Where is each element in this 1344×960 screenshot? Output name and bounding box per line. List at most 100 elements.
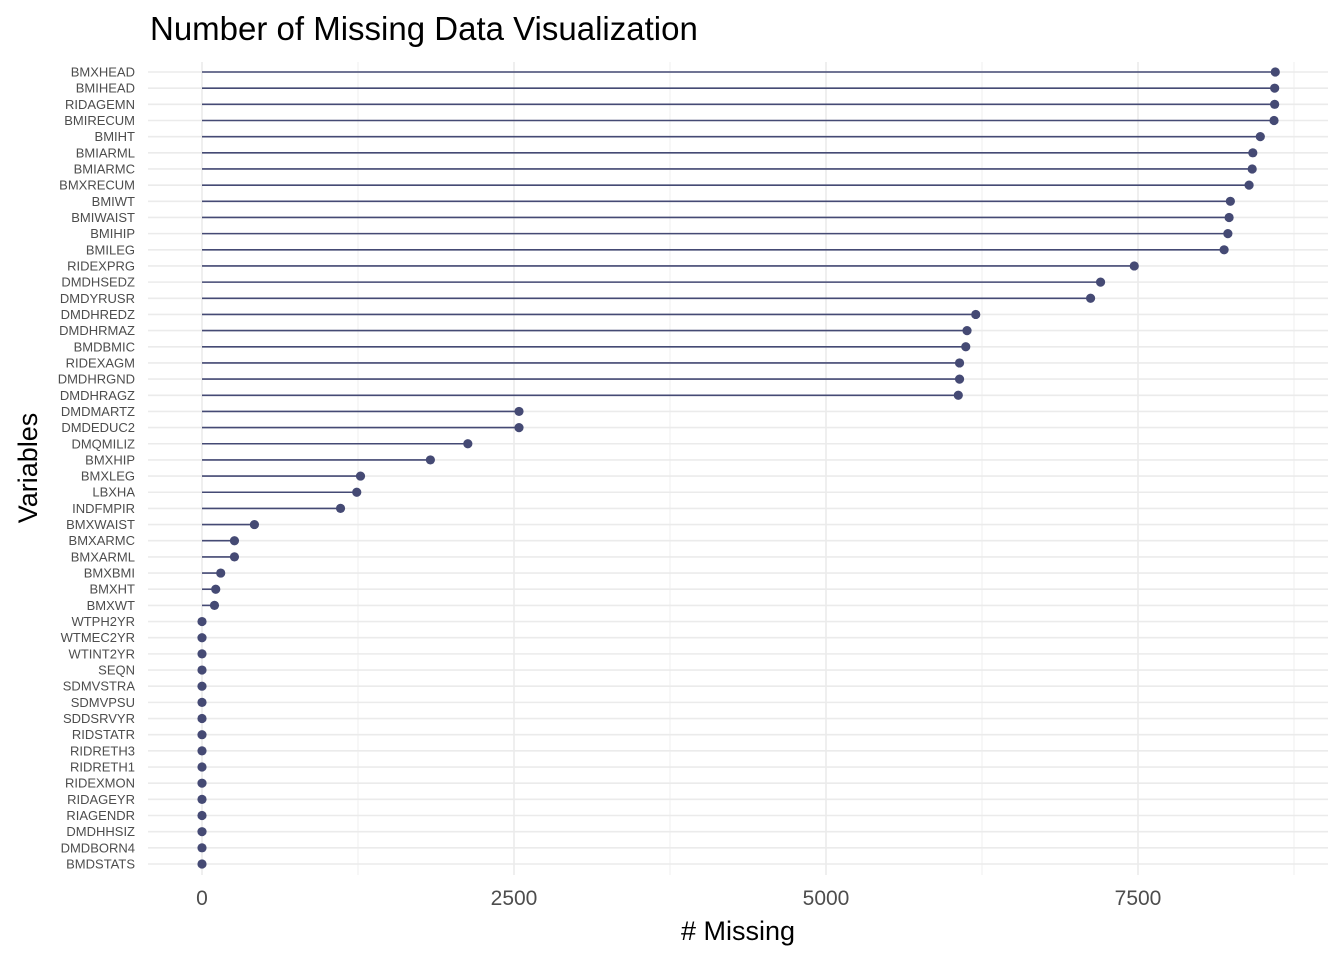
x-tick-label: 2500 bbox=[491, 887, 538, 910]
y-tick-label: DMDEDUC2 bbox=[61, 420, 135, 435]
y-tick-label: DMDMARTZ bbox=[61, 404, 135, 419]
lollipop-point bbox=[352, 487, 362, 497]
lollipop-point bbox=[1248, 148, 1258, 158]
lollipop-point bbox=[197, 794, 207, 804]
y-tick-label: WTPH2YR bbox=[71, 614, 135, 629]
y-tick-label: BMXHEAD bbox=[71, 65, 135, 80]
lollipop-point bbox=[197, 778, 207, 788]
y-tick-label: INDFMPIR bbox=[72, 501, 135, 516]
y-tick-label: RIDRETH1 bbox=[70, 760, 135, 775]
lollipop-point bbox=[1244, 180, 1254, 190]
y-tick-label: BMDBMIC bbox=[74, 339, 135, 354]
lollipop-point bbox=[197, 859, 207, 869]
lollipop-point bbox=[514, 406, 524, 417]
lollipop-point bbox=[1270, 99, 1280, 109]
lollipop-point bbox=[211, 584, 221, 594]
y-tick-label: BMXRECUM bbox=[59, 178, 135, 193]
lollipop-point bbox=[961, 342, 971, 352]
y-tick-label: RIDAGEYR bbox=[67, 792, 135, 807]
lollipop-point bbox=[1085, 293, 1096, 303]
lollipop-point bbox=[197, 649, 207, 659]
lollipop-point bbox=[1129, 261, 1139, 271]
lollipop-point bbox=[197, 843, 207, 853]
y-tick-label: DMDHRGND bbox=[58, 372, 135, 387]
y-tick-label: WTMEC2YR bbox=[61, 630, 135, 645]
lollipop-point bbox=[355, 471, 366, 481]
x-tick-label: 7500 bbox=[1115, 887, 1162, 910]
y-tick-label: DMDHREDZ bbox=[61, 307, 135, 322]
y-tick-label: DMDHSEDZ bbox=[61, 275, 135, 290]
lollipop-point bbox=[197, 633, 207, 643]
y-tick-label: WTINT2YR bbox=[69, 646, 135, 661]
lollipop-point bbox=[197, 730, 207, 740]
lollipop-point bbox=[197, 697, 207, 707]
y-tick-label: DMDHRMAZ bbox=[59, 323, 135, 338]
y-tick-label: SDMVSTRA bbox=[63, 679, 136, 694]
y-tick-label: SDDSRVYR bbox=[63, 711, 135, 726]
lollipop-point bbox=[971, 309, 981, 320]
lollipop-point bbox=[249, 519, 260, 530]
y-tick-label: DMDBORN4 bbox=[61, 840, 135, 855]
y-tick-label: BMXLEG bbox=[81, 469, 135, 484]
y-tick-label: BMIRECUM bbox=[64, 113, 135, 128]
lollipop-point bbox=[1095, 277, 1106, 287]
lollipop-point bbox=[1270, 67, 1280, 77]
lollipop-point bbox=[1269, 115, 1279, 126]
y-tick-label: BMXARML bbox=[71, 549, 135, 564]
lollipop-point bbox=[1247, 164, 1257, 174]
y-tick-label: BMIARML bbox=[76, 145, 135, 160]
lollipop-point bbox=[514, 422, 524, 433]
y-tick-label: BMXBMI bbox=[84, 566, 135, 581]
y-tick-label: RIDEXPRG bbox=[67, 258, 135, 273]
x-tick-labels: 0 2500 5000 7500 bbox=[196, 887, 1161, 910]
lollipop-point bbox=[197, 762, 207, 772]
y-tick-label: RIDSTATR bbox=[72, 727, 135, 742]
lollipop-point bbox=[954, 374, 965, 384]
y-tick-label: BMXARMC bbox=[69, 533, 135, 548]
y-tick-label: RIAGENDR bbox=[66, 808, 135, 823]
lollipop-point bbox=[954, 358, 965, 368]
lollipop-point bbox=[209, 600, 220, 610]
x-tick-label: 5000 bbox=[803, 887, 850, 910]
y-tick-label: BMIHIP bbox=[90, 226, 135, 241]
y-tick-label: BMDSTATS bbox=[66, 857, 135, 872]
y-tick-label: BMIWT bbox=[92, 194, 135, 209]
y-tick-label: BMIARMC bbox=[74, 161, 135, 176]
y-tick-label: RIDEXMON bbox=[65, 776, 135, 791]
y-tick-label: DMDHRAGZ bbox=[60, 388, 135, 403]
y-tick-label: BMIHEAD bbox=[76, 81, 135, 96]
y-tick-label: BMXWAIST bbox=[66, 517, 135, 532]
y-tick-label: SDMVPSU bbox=[71, 695, 135, 710]
y-tick-label: BMIHT bbox=[95, 129, 136, 144]
y-tick-label: RIDEXAGM bbox=[66, 355, 135, 370]
lollipop-point bbox=[953, 390, 963, 400]
x-tick-label: 0 bbox=[196, 887, 208, 910]
lollipop-point bbox=[229, 552, 240, 562]
lollipop-point bbox=[197, 713, 207, 724]
y-tick-label: DMQMILIZ bbox=[71, 436, 135, 451]
lollipop-point bbox=[197, 810, 207, 821]
lollipop-point bbox=[197, 665, 207, 675]
chart-title: Number of Missing Data Visualization bbox=[150, 10, 698, 47]
lollipop-point bbox=[1255, 132, 1265, 142]
y-tick-label: DMDHHSIZ bbox=[66, 824, 135, 839]
y-tick-label: BMXHT bbox=[90, 582, 136, 597]
lollipop-point bbox=[1219, 245, 1229, 255]
lollipop-point bbox=[425, 455, 435, 465]
lollipop-point bbox=[962, 326, 972, 336]
y-tick-label: DMDYRUSR bbox=[60, 291, 135, 306]
lollipop-point bbox=[1224, 212, 1234, 223]
y-tick-label: BMXHIP bbox=[85, 452, 135, 467]
lollipop-point bbox=[1223, 229, 1233, 239]
lollipop-point bbox=[463, 439, 473, 449]
y-tick-label: RIDRETH3 bbox=[70, 743, 135, 758]
lollipop-point bbox=[335, 503, 346, 514]
lollipop-point bbox=[229, 536, 240, 546]
y-axis-title: Variables bbox=[13, 413, 43, 524]
lollipop-point bbox=[216, 568, 226, 578]
x-axis-title: # Missing bbox=[681, 916, 795, 946]
marks-layer bbox=[197, 67, 1280, 869]
y-tick-label: RIDAGEMN bbox=[65, 97, 135, 112]
y-tick-label: BMXWT bbox=[87, 598, 135, 613]
y-tick-label: BMIWAIST bbox=[71, 210, 135, 225]
